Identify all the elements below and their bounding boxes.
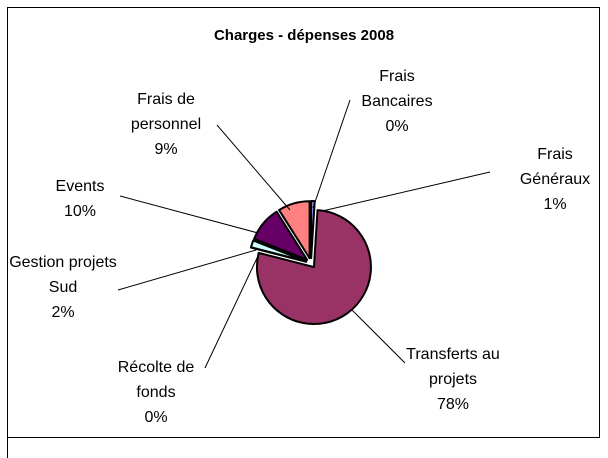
- leader-line: [351, 309, 406, 364]
- value-label: 78%: [436, 396, 470, 413]
- leader-line: [317, 171, 491, 213]
- value-label: 0%: [144, 409, 168, 426]
- slice-label: Frais Généraux 1%: [505, 142, 605, 217]
- value-label: 9%: [154, 141, 178, 158]
- value-label: 0%: [385, 118, 409, 135]
- leader-line: [216, 124, 291, 211]
- slice-label: Transferts au projets 78%: [405, 342, 501, 417]
- leader-line: [119, 195, 259, 234]
- value-label: 2%: [51, 304, 75, 321]
- leader-line: [204, 255, 259, 369]
- slice-label: Frais Bancaires 0%: [352, 64, 442, 139]
- pie-slice: [255, 209, 372, 326]
- category-label: Gestion projets Sud: [9, 254, 117, 296]
- leader-line: [312, 99, 351, 209]
- slice-label: Events 10%: [40, 174, 120, 224]
- pie-slice: [253, 210, 309, 261]
- category-label: Récolte de fonds: [117, 359, 195, 401]
- leader-line: [117, 249, 257, 291]
- category-label: Frais de personnel: [130, 91, 202, 133]
- chart-title: Charges - dépenses 2008: [213, 27, 395, 44]
- category-label: Frais Généraux: [519, 146, 591, 188]
- pie-slice: [278, 200, 311, 260]
- slice-label: Récolte de fonds 0%: [100, 355, 212, 430]
- slice-label: Frais de personnel 9%: [115, 87, 217, 162]
- slice-label: Gestion projets Sud 2%: [8, 250, 118, 325]
- value-label: 1%: [543, 196, 567, 213]
- value-label: 10%: [63, 203, 97, 220]
- category-label: Events: [55, 178, 105, 195]
- category-label: Transferts au projets: [406, 346, 500, 388]
- category-label: Frais Bancaires: [361, 68, 433, 110]
- pie-slice: [250, 239, 308, 263]
